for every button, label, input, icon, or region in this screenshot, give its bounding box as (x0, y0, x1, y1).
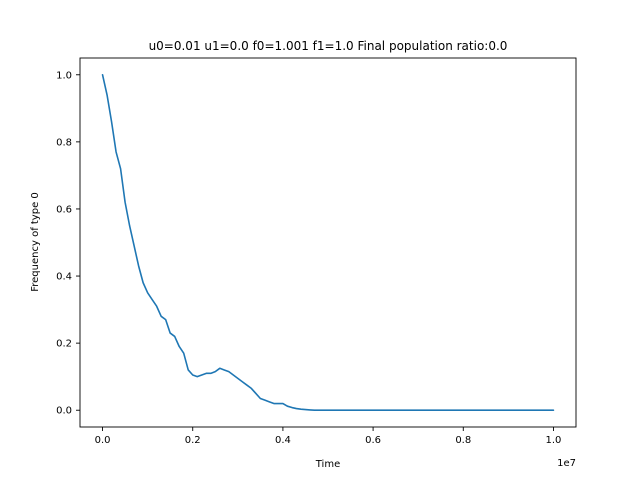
x-tick-label: 0.4 (275, 435, 291, 446)
x-tick-label: 0.2 (185, 435, 201, 446)
x-axis-offset-text: 1e7 (557, 458, 576, 469)
plot-area: 0.0 0.2 0.4 0.6 0.8 1.0 0.0 0.2 0.4 0.6 0.8 1.0 (56, 57, 577, 446)
plot-background (80, 58, 576, 427)
x-tick-label: 0.6 (365, 435, 381, 446)
x-tick-label: 0.0 (95, 435, 111, 446)
y-tick-label: 0.4 (56, 272, 72, 283)
plot-frame (79, 57, 577, 428)
y-tick-label: 0.0 (56, 406, 72, 417)
x-tick-label: 0.8 (455, 435, 471, 446)
x-axis-label: Time (315, 459, 340, 470)
x-tick-label: 1.0 (546, 435, 562, 446)
y-tick-label: 0.2 (56, 339, 72, 350)
y-tick-label: 0.8 (56, 137, 72, 148)
chart-title: u0=0.01 u1=0.0 f0=1.001 f1=1.0 Final pop… (149, 39, 508, 53)
y-tick-label: 1.0 (56, 70, 72, 81)
tick-layer: 0.0 0.2 0.4 0.6 0.8 1.0 0.0 0.2 0.4 0.6 0.8 1.0 (56, 70, 561, 446)
series-line (101, 73, 555, 412)
y-tick-label: 0.6 (56, 204, 72, 215)
y-axis-label: Frequency of type 0 (30, 192, 41, 292)
